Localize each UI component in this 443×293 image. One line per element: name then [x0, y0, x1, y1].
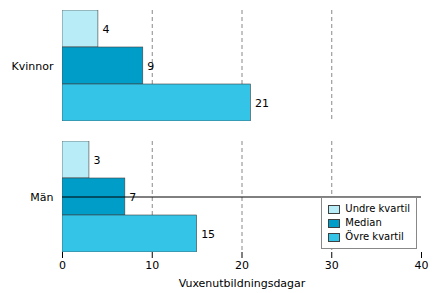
svg-text:Kvinnor: Kvinnor [12, 60, 54, 73]
svg-text:7: 7 [129, 190, 137, 204]
svg-text:30: 30 [325, 259, 339, 272]
svg-text:21: 21 [255, 97, 269, 110]
svg-text:15: 15 [201, 228, 215, 241]
html-text:Övre kvartil: Övre kvartil [345, 231, 404, 242]
svg-text:20: 20 [235, 259, 249, 272]
html-text:Undre kvartil: Undre kvartil [345, 203, 410, 214]
svg-text:10: 10 [145, 259, 159, 272]
svg-text:0: 0 [59, 259, 66, 272]
svg-text:Män: Män [30, 191, 53, 204]
svg-text:9: 9 [147, 60, 154, 73]
svg-text:Vuxenutbildningsdagar: Vuxenutbildningsdagar [179, 277, 306, 290]
svg-text:4: 4 [102, 23, 109, 36]
svg-text:3: 3 [93, 154, 100, 167]
svg-text:40: 40 [415, 259, 429, 272]
html-text:Median: Median [345, 217, 382, 228]
